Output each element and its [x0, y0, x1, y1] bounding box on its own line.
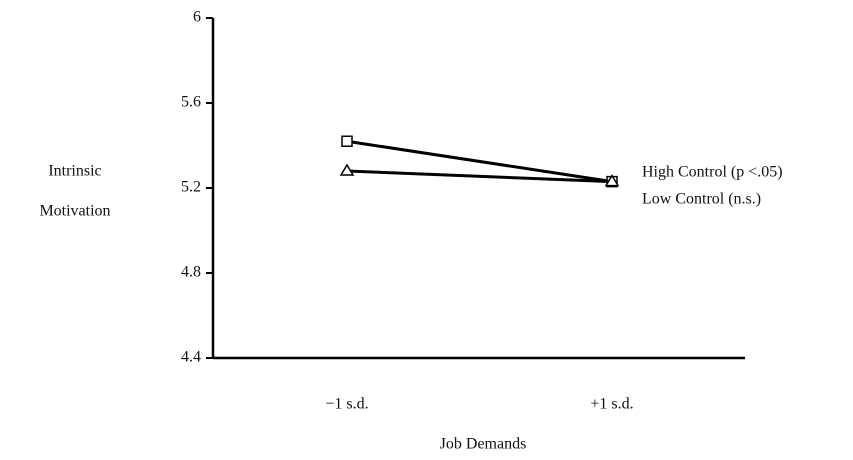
marker: [341, 135, 353, 147]
y-tick-label: 4.4: [181, 349, 201, 366]
y-tick-label: 6: [193, 9, 201, 26]
series-line: [346, 139, 613, 184]
marker: [339, 163, 355, 176]
y-tick-label: 4.8: [181, 264, 201, 281]
y-tick-label: 5.2: [181, 179, 201, 196]
x-axis-label: Job Demands: [440, 436, 527, 453]
y-tick-label: 5.6: [181, 94, 201, 111]
series-label: High Control (p <.05): [642, 164, 783, 181]
y-axis-label: Motivation: [39, 203, 110, 220]
series-line: [346, 169, 613, 184]
marker: [604, 174, 620, 187]
y-axis-label: Intrinsic: [48, 163, 101, 180]
x-tick-label: −1 s.d.: [325, 396, 368, 413]
x-tick-label: +1 s.d.: [590, 396, 633, 413]
series-label: Low Control (n.s.): [642, 191, 761, 208]
